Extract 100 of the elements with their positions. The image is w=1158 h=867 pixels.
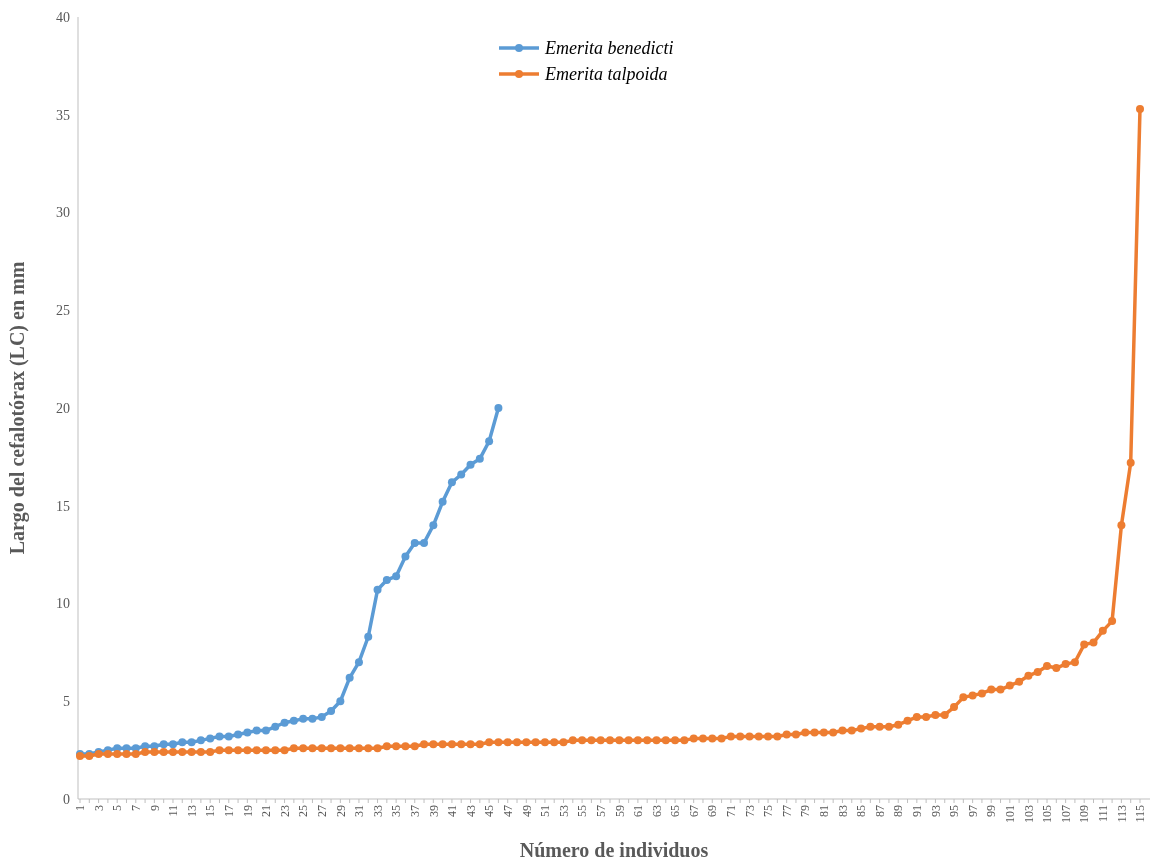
point — [466, 460, 475, 469]
point — [364, 632, 373, 641]
y-tick-label: 10 — [56, 596, 70, 612]
x-tick-label: 13 — [184, 805, 199, 817]
x-tick-label: 41 — [445, 805, 460, 817]
y-tick-label: 40 — [56, 9, 70, 25]
x-tick-label: 93 — [928, 805, 943, 817]
point — [401, 552, 410, 561]
x-tick-label: 97 — [965, 805, 980, 817]
x-tick-label: 77 — [779, 805, 794, 817]
point — [187, 738, 196, 747]
point — [215, 732, 224, 741]
x-tick-label: 55 — [575, 805, 590, 817]
x-tick-label: 103 — [1021, 805, 1036, 823]
x-tick-label: 25 — [296, 805, 311, 817]
point — [373, 585, 382, 594]
x-tick-label: 91 — [910, 805, 925, 817]
x-tick-label: 39 — [426, 805, 441, 817]
point — [457, 470, 466, 479]
x-tick-label: 101 — [1003, 805, 1018, 823]
x-tick-label: 11 — [166, 805, 181, 817]
y-axis-title: Largo del cefalotórax (LC) en mm — [6, 261, 29, 555]
point — [336, 697, 345, 706]
point — [438, 497, 447, 506]
x-tick-label: 45 — [482, 805, 497, 817]
x-tick-label: 113 — [1114, 805, 1129, 823]
point — [410, 538, 419, 547]
x-tick-label: 79 — [798, 805, 813, 817]
x-tick-label: 53 — [556, 805, 571, 817]
y-tick-label: 15 — [56, 498, 70, 514]
x-tick-label: 99 — [984, 805, 999, 817]
x-tick-label: 43 — [463, 805, 478, 817]
x-tick-label: 37 — [407, 805, 422, 817]
x-tick-label: 49 — [519, 805, 534, 817]
point — [392, 572, 401, 581]
x-tick-label: 7 — [128, 805, 143, 811]
point — [382, 576, 391, 585]
point — [280, 718, 289, 727]
x-tick-label: 57 — [593, 805, 608, 817]
x-tick-label: 9 — [147, 805, 162, 811]
x-axis-title: Número de individuos — [519, 839, 709, 861]
x-tick-label: 89 — [891, 805, 906, 817]
x-tick-label: 65 — [668, 805, 683, 817]
x-tick-label: 33 — [370, 805, 385, 817]
x-tick-label: 31 — [352, 805, 367, 817]
x-tick-label: 5 — [110, 805, 125, 811]
x-tick-label: 47 — [500, 805, 515, 817]
x-tick-label: 87 — [872, 805, 887, 817]
x-tick-label: 19 — [240, 805, 255, 817]
point — [299, 714, 308, 723]
point — [420, 538, 429, 547]
point — [429, 521, 438, 530]
x-tick-label: 61 — [631, 805, 646, 817]
y-tick-label: 30 — [56, 205, 70, 221]
point — [178, 738, 187, 747]
legend-label: Emerita benedicti — [544, 38, 674, 59]
x-tick-label: 29 — [333, 805, 348, 817]
y-tick-label: 35 — [56, 107, 70, 123]
x-tick-label: 15 — [203, 805, 218, 817]
point — [271, 722, 280, 731]
x-tick-label: 71 — [724, 805, 739, 817]
point — [308, 714, 317, 723]
x-tick-label: 85 — [854, 805, 869, 817]
x-tick-label: 73 — [742, 805, 757, 817]
point — [159, 740, 168, 749]
x-tick-label: 27 — [314, 805, 329, 817]
x-tick-label: 95 — [947, 805, 962, 817]
point — [234, 730, 243, 739]
x-tick-label: 111 — [1096, 805, 1111, 823]
x-tick-label: 51 — [538, 805, 553, 817]
x-tick-label: 105 — [1040, 805, 1055, 823]
y-tick-label: 20 — [56, 400, 70, 416]
point — [168, 740, 177, 749]
y-tick-label: 5 — [63, 694, 70, 710]
x-tick-label: 75 — [761, 805, 776, 817]
point — [354, 658, 363, 667]
y-tick-label: 25 — [56, 303, 70, 319]
point — [252, 726, 261, 735]
point — [224, 732, 233, 741]
x-tick-label: 1 — [73, 805, 88, 811]
point — [196, 736, 205, 745]
point — [345, 673, 354, 682]
y-tick-label: 0 — [63, 791, 70, 807]
x-tick-label: 83 — [835, 805, 850, 817]
point — [494, 404, 503, 412]
legend-label: Emerita talpoida — [544, 64, 668, 85]
point — [261, 726, 270, 735]
x-tick-label: 81 — [817, 805, 832, 817]
point — [206, 734, 215, 743]
point — [327, 707, 336, 716]
x-tick-label: 17 — [221, 805, 236, 817]
x-tick-label: 109 — [1077, 805, 1092, 823]
x-tick-label: 107 — [1058, 805, 1073, 823]
point — [475, 454, 484, 463]
x-tick-label: 35 — [389, 805, 404, 817]
point — [243, 728, 252, 737]
point — [289, 716, 298, 725]
x-tick-label: 21 — [259, 805, 274, 817]
point — [317, 712, 326, 721]
x-tick-label: 67 — [686, 805, 701, 817]
